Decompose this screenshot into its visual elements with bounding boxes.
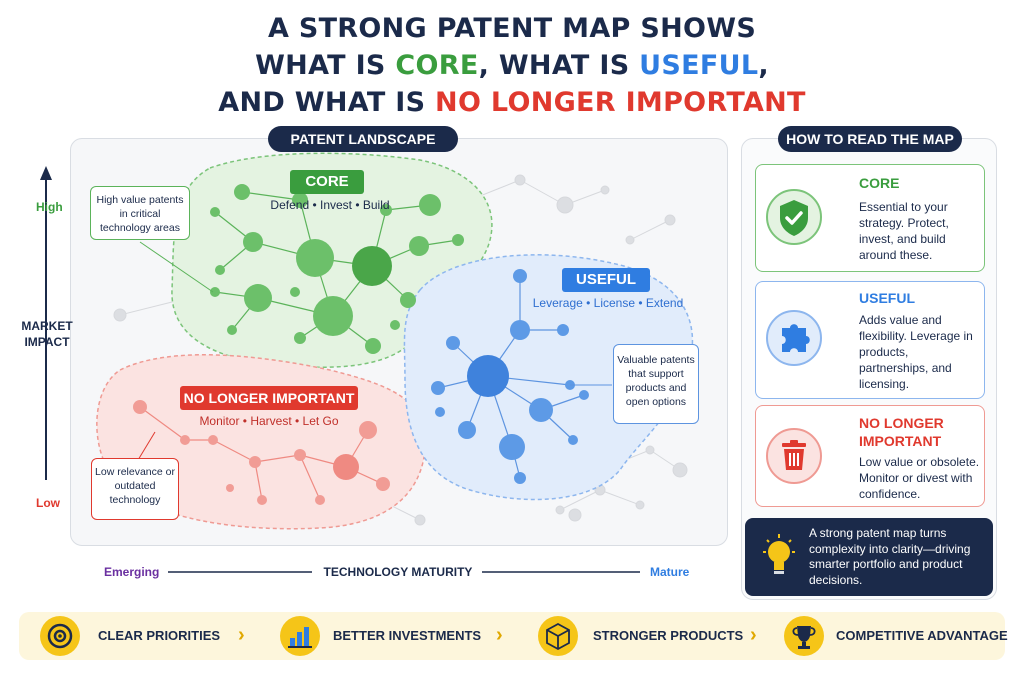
legend-card-core-title: CORE: [859, 175, 900, 191]
y-axis-low: Low: [36, 496, 60, 510]
legend-card-core: CORE Essential to your strategy. Protect…: [755, 164, 985, 272]
benefit-better-investments: BETTER INVESTMENTS: [333, 628, 482, 643]
x-axis-right: Mature: [650, 565, 690, 579]
title-line-3: AND WHAT IS NO LONGER IMPORTANT: [0, 84, 1024, 121]
title-nli-word: NO LONGER IMPORTANT: [435, 87, 806, 118]
legend-card-useful-title: USEFUL: [859, 290, 915, 306]
legend-title: HOW TO READ THE MAP: [778, 126, 962, 152]
y-axis-title: MARKET IMPACT: [21, 319, 73, 349]
title-text: , WHAT IS: [478, 50, 640, 81]
puzzle-icon: [766, 310, 822, 366]
legend-card-useful-desc: Adds value and flexibility. Leverage in …: [859, 313, 973, 391]
title-line-1: A STRONG PATENT MAP SHOWS: [267, 13, 757, 44]
x-axis-left: Emerging: [104, 565, 160, 579]
legend-card-nli-desc: Low value or obsolete. Monitor or divest…: [859, 455, 980, 501]
nli-nodes: [133, 400, 390, 505]
page-title: A STRONG PATENT MAP SHOWS WHAT IS CORE, …: [0, 10, 1024, 121]
target-icon: [40, 616, 80, 656]
useful-actions: Leverage • License • Extend: [532, 296, 684, 310]
chevron-right-icon: ›: [496, 624, 503, 646]
chevron-right-icon: ›: [238, 624, 245, 646]
landscape-label: PATENT LANDSCAPE: [268, 126, 458, 152]
lightbulb-icon: [759, 532, 799, 582]
nli-label: NO LONGER IMPORTANT: [180, 386, 358, 410]
title-text: ,: [758, 50, 769, 81]
shield-check-icon: [766, 189, 822, 245]
core-label: CORE: [290, 170, 364, 194]
legend-card-nli-title: NO LONGER IMPORTANT: [859, 415, 944, 449]
y-axis-arrow-icon: [40, 166, 52, 180]
trophy-icon: [784, 616, 824, 656]
legend-card-useful: USEFUL Adds value and flexibility. Lever…: [755, 281, 985, 399]
nli-note: Low relevance or outdated technology: [91, 458, 179, 520]
summary-callout-text: A strong patent map turns complexity int…: [809, 526, 971, 587]
cube-icon: [538, 616, 578, 656]
benefit-competitive-advantage: COMPETITIVE ADVANTAGE: [836, 628, 1008, 643]
core-note: High value patents in critical technolog…: [90, 186, 190, 240]
core-actions: Defend • Invest • Build: [270, 198, 390, 212]
bar-chart-icon: [280, 616, 320, 656]
title-line-2: WHAT IS CORE, WHAT IS USEFUL,: [0, 47, 1024, 84]
useful-note: Valuable patents that support products a…: [613, 344, 699, 424]
benefits-bar: [19, 612, 1005, 660]
summary-callout: A strong patent map turns complexity int…: [745, 518, 993, 596]
benefit-stronger-products: STRONGER PRODUCTS: [593, 628, 744, 643]
trash-icon: [766, 428, 822, 484]
core-note-connector: [139, 241, 214, 293]
title-text: WHAT IS: [255, 50, 396, 81]
nli-actions: Monitor • Harvest • Let Go: [199, 414, 339, 428]
y-axis-high: High: [36, 200, 63, 214]
useful-region: [403, 254, 694, 501]
legend-card-nli: NO LONGER IMPORTANT Low value or obsolet…: [755, 405, 985, 507]
title-text: AND WHAT IS: [218, 87, 436, 118]
title-useful-word: USEFUL: [639, 50, 759, 81]
core-nodes: [210, 184, 464, 354]
legend-card-core-desc: Essential to your strategy. Protect, inv…: [859, 200, 949, 262]
title-core-word: CORE: [395, 50, 479, 81]
useful-label: USEFUL: [562, 268, 650, 292]
useful-nodes: [431, 269, 589, 484]
benefit-clear-priorities: CLEAR PRIORITIES: [98, 628, 221, 643]
x-axis-title: TECHNOLOGY MATURITY: [323, 565, 473, 579]
chevron-right-icon: ›: [750, 624, 757, 646]
